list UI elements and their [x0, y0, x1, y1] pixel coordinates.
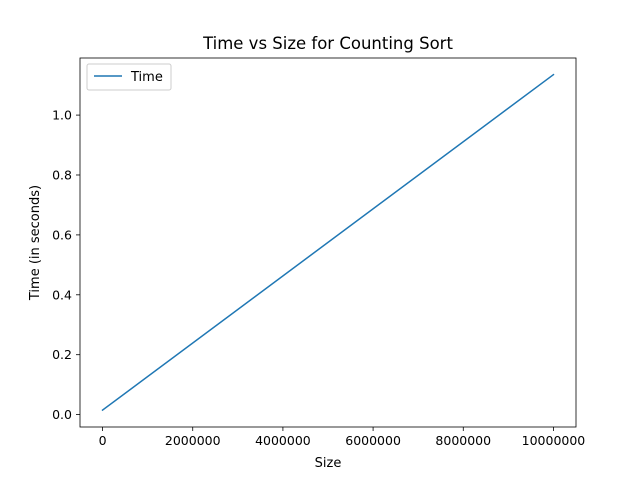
chart-title: Time vs Size for Counting Sort — [202, 34, 453, 53]
y-tick-label: 0.8 — [52, 167, 72, 182]
x-tick-label: 2000000 — [165, 433, 221, 448]
y-axis-label: Time (in seconds) — [28, 185, 43, 301]
x-tick-label: 4000000 — [255, 433, 311, 448]
series-line-time — [101, 73, 555, 412]
legend-box — [86, 63, 172, 91]
plot-area — [79, 57, 577, 428]
x-tick-label: 8000000 — [435, 433, 491, 448]
y-axis-ticks: 0.0 0.2 0.4 0.6 0.8 1.0 — [52, 108, 80, 422]
x-axis-ticks: 0 2000000 4000000 6000000 8000000 10000000 — [99, 427, 586, 448]
y-tick-label: 0.2 — [52, 347, 72, 362]
legend: Time — [86, 63, 172, 91]
x-tick-label: 10000000 — [522, 433, 586, 448]
y-tick-label: 1.0 — [52, 108, 72, 123]
x-tick-label: 0 — [99, 433, 107, 448]
y-tick-label: 0.0 — [52, 407, 72, 422]
y-tick-label: 0.4 — [52, 287, 72, 302]
y-tick-label: 0.6 — [52, 227, 72, 242]
series-layer — [101, 73, 555, 412]
x-axis-label: Size — [315, 456, 342, 471]
x-tick-label: 6000000 — [345, 433, 401, 448]
legend-entry-time: Time — [130, 70, 163, 85]
